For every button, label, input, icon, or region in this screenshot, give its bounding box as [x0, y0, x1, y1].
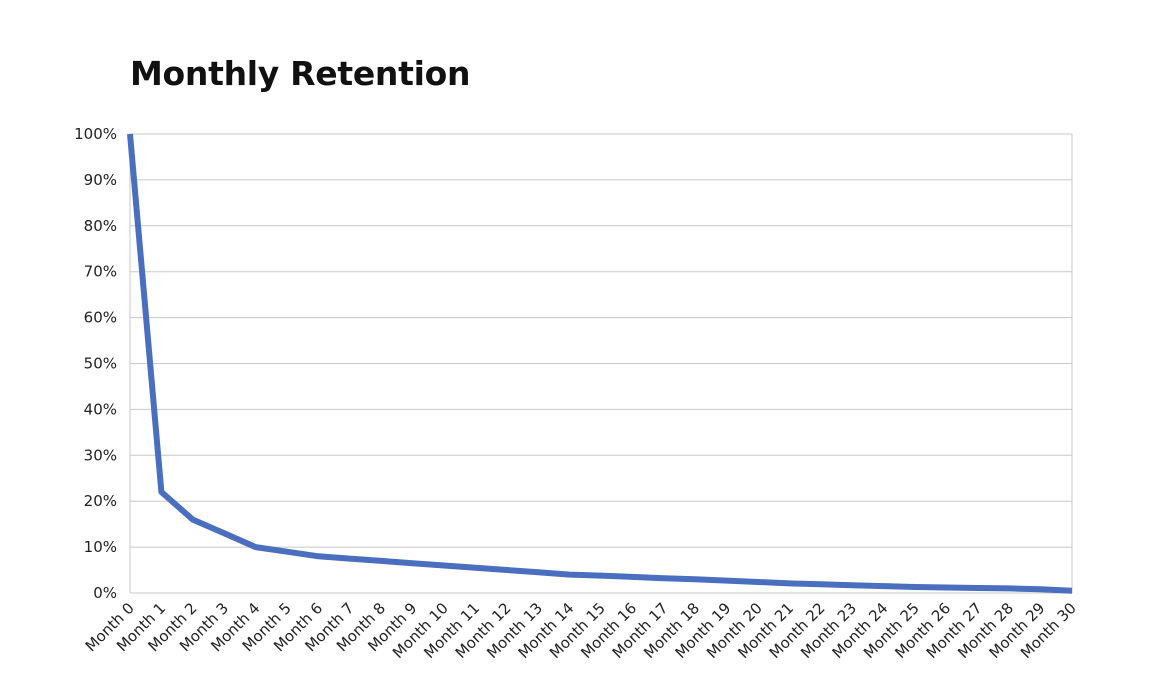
y-tick-label: 60%: [84, 309, 117, 327]
y-tick-label: 100%: [74, 125, 117, 143]
y-tick-label: 10%: [84, 538, 117, 556]
chart-title: Monthly Retention: [130, 54, 471, 93]
retention-series-line: [127, 133, 1073, 594]
grid-layer: [129, 133, 1073, 594]
series-layer: [127, 133, 1073, 594]
y-tick-label: 30%: [84, 446, 117, 464]
y-tick-label: 80%: [84, 217, 117, 235]
y-tick-label: 70%: [84, 263, 117, 281]
y-tick-label: 0%: [93, 584, 117, 602]
y-tick-label: 40%: [84, 400, 117, 418]
y-tick-label: 90%: [84, 171, 117, 189]
y-tick-label: 20%: [84, 492, 117, 510]
y-tick-label: 50%: [84, 355, 117, 373]
y-axis-tick-labels: 0% 10% 20% 30% 40% 50% 60% 70% 80% 90% 100%: [74, 125, 117, 602]
